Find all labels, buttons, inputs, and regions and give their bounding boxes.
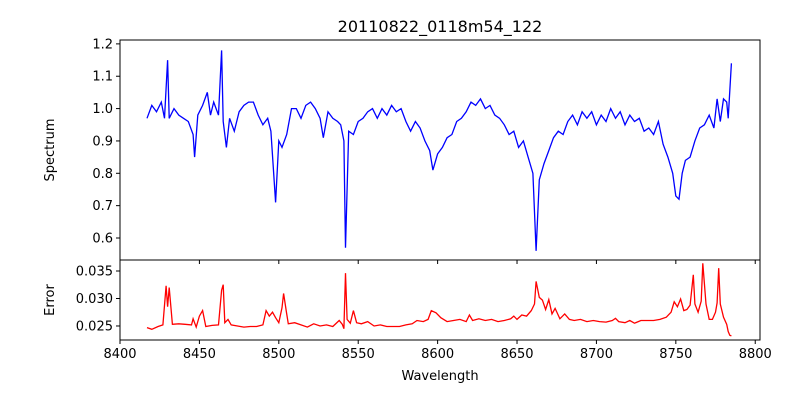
error-panel: 0.025 0.030 0.035 8400 8450 8500 8550 8600 8650 8… — [76, 259, 772, 362]
y-tick-label: 0.8 — [92, 167, 113, 182]
spectrum-panel: 0.6 0.7 0.8 0.9 1.0 1.1 1.2 — [92, 37, 761, 264]
x-tick-label: 8650 — [500, 347, 533, 362]
y-tick-label: 0.025 — [76, 319, 113, 334]
x-tick-label: 8450 — [183, 347, 216, 362]
y-tick-label: 0.035 — [76, 264, 113, 279]
y-tick-label: 0.9 — [92, 134, 113, 149]
x-axis-label: Wavelength — [401, 369, 478, 384]
x-tick-label: 8400 — [103, 347, 136, 362]
axes-frame — [119, 259, 761, 341]
chart-title: 20110822_0118m54_122 — [338, 17, 543, 37]
error-line — [146, 263, 732, 337]
y-tick-label: 1.1 — [92, 70, 113, 85]
x-tick-label: 8550 — [342, 347, 375, 362]
y-tick-label: 0.6 — [92, 232, 113, 247]
x-tick-label: 8750 — [659, 347, 692, 362]
y-tick-label: 1.2 — [92, 37, 113, 52]
y-axis-label-error: Error — [43, 284, 58, 316]
x-tick-label: 8700 — [580, 347, 613, 362]
y-tick-label: 0.030 — [76, 292, 113, 307]
x-tick-label: 8600 — [421, 347, 454, 362]
spectrum-line — [146, 50, 733, 251]
x-tick-label: 8500 — [262, 347, 295, 362]
y-axis-label-spectrum: Spectrum — [43, 119, 58, 182]
y-tick-label: 1.0 — [92, 102, 113, 117]
x-tick-label: 8800 — [739, 347, 772, 362]
y-tick-label: 0.7 — [92, 199, 113, 214]
